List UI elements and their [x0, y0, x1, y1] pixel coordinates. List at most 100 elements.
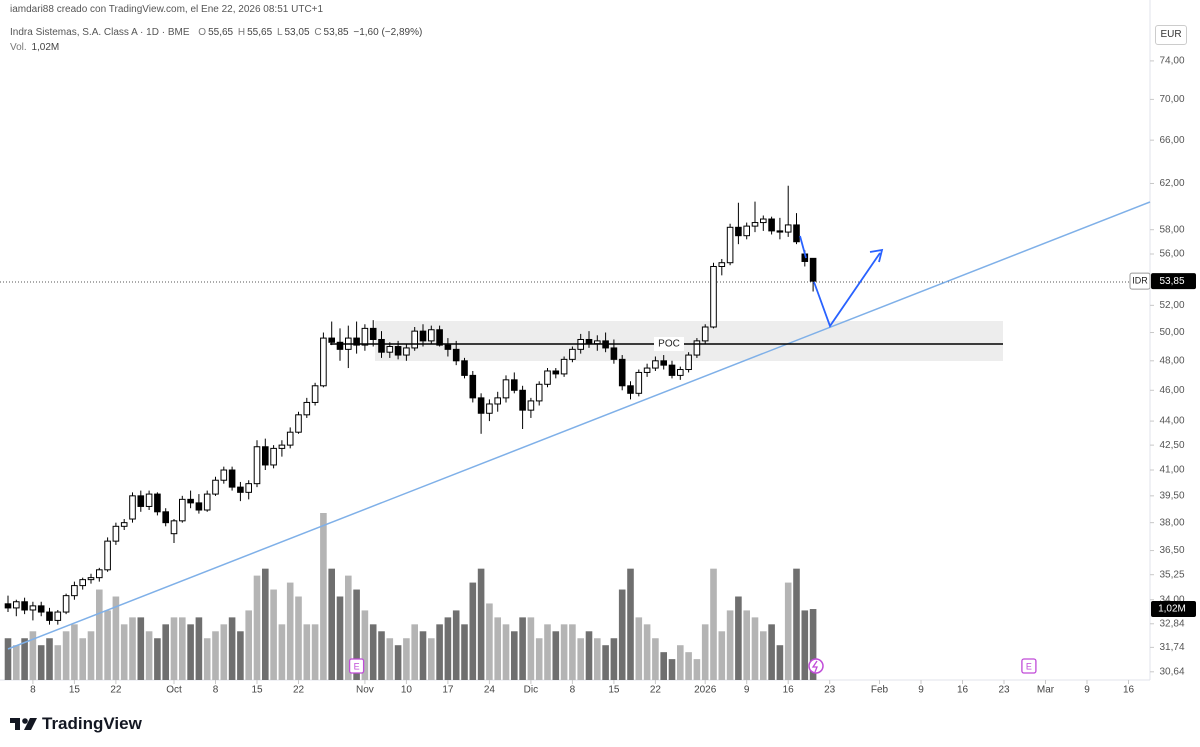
y-tick-label: 74,00 — [1159, 56, 1184, 67]
volume-bar — [743, 610, 750, 680]
volume-bar — [137, 617, 145, 680]
dividend-icon[interactable] — [808, 658, 824, 674]
volume-bar — [87, 631, 95, 680]
volume-bar — [577, 638, 584, 680]
volume-bar — [569, 624, 576, 680]
candle-body — [245, 483, 252, 493]
volume-bar — [469, 582, 477, 680]
symbol: Indra Sistemas, S.A. Class A · 1D · BME — [10, 27, 190, 38]
candle-body — [228, 469, 236, 488]
x-tick-label: 9 — [1084, 685, 1090, 696]
candle-body — [635, 371, 643, 394]
change: −1,60 (−2,89%) — [353, 27, 423, 38]
y-tick-label: 44,00 — [1159, 416, 1184, 427]
price-label: 53,85 — [1159, 276, 1184, 287]
volume-bar — [320, 513, 327, 680]
x-tick-label: 16 — [783, 685, 795, 696]
volume-bar — [328, 568, 335, 680]
volume-bar — [436, 624, 443, 680]
candle-body — [560, 358, 568, 375]
volume-bar — [535, 638, 543, 680]
volume-bar — [253, 575, 261, 680]
volume-bar — [386, 638, 394, 680]
volume-bar — [801, 610, 809, 680]
volume-bar — [228, 617, 236, 680]
candle-body — [96, 569, 103, 579]
volume-bar — [179, 617, 186, 680]
candle-body — [776, 230, 784, 233]
candle-body — [311, 385, 319, 403]
volume-bar — [594, 638, 601, 680]
candle-body — [610, 347, 618, 360]
volume-bar — [544, 624, 551, 680]
volume-bar — [519, 617, 526, 680]
event-marker[interactable] — [348, 658, 365, 674]
y-tick-label: 31,74 — [1159, 642, 1184, 653]
volume-bar — [303, 624, 311, 680]
volume-bar — [610, 638, 618, 680]
volume-bar — [560, 624, 568, 680]
candle-body — [760, 218, 767, 224]
volume-bar — [428, 638, 435, 680]
volume-bar — [79, 638, 86, 680]
chart: POC 74,00 70,00 66,00 62,00 58,00 56,00 52,00 5… — [0, 0, 1196, 696]
y-tick-label: 35,25 — [1159, 569, 1184, 580]
volume-bar — [120, 624, 128, 680]
y-tick-label: 52,00 — [1159, 300, 1184, 311]
candle-layer — [4, 185, 817, 625]
currency-button[interactable]: EUR — [1155, 25, 1187, 45]
event-label: E — [1026, 661, 1032, 671]
x-tick-label: 15 — [69, 685, 81, 696]
candle-body — [120, 522, 128, 527]
volume-bar — [361, 610, 369, 680]
x-tick-label: Feb — [871, 685, 889, 696]
candle-body — [46, 611, 53, 621]
projection-arrow — [813, 252, 881, 328]
volume-bar — [54, 645, 62, 680]
y-tick-label: 34,00 — [1159, 594, 1184, 605]
candle-body — [452, 348, 460, 362]
x-tick-label: 24 — [484, 685, 496, 696]
volume-bar — [660, 652, 667, 680]
y-tick-label: 58,00 — [1159, 224, 1184, 235]
candle-body — [220, 469, 228, 481]
volume-bar — [760, 631, 767, 680]
candle-body — [253, 446, 261, 485]
candle-body — [129, 495, 136, 520]
candle-body — [187, 498, 194, 504]
candle-body — [718, 262, 726, 267]
candle-body — [751, 222, 759, 227]
candle-body — [519, 389, 526, 411]
x-tick-label: 22 — [650, 685, 662, 696]
candle-body — [527, 400, 535, 411]
candle-body — [419, 330, 427, 342]
y-tick-label: 66,00 — [1159, 135, 1184, 146]
candle-body — [303, 401, 311, 416]
event-marker[interactable] — [1021, 658, 1037, 674]
x-tick-label: 9 — [918, 685, 924, 696]
x-tick-label: 15 — [608, 685, 620, 696]
candle-body — [104, 540, 111, 571]
volume-bar — [527, 617, 535, 680]
volume-bar — [4, 638, 12, 680]
x-tick-label: Nov — [356, 685, 374, 696]
candle-body — [286, 431, 294, 446]
candle-body — [87, 577, 95, 581]
ohlc-key: H — [237, 27, 246, 38]
candle-body — [411, 330, 418, 349]
ohlc-value: 55,65 — [247, 27, 273, 38]
candle-body — [494, 397, 501, 405]
candle-body — [710, 265, 717, 328]
candle-body — [394, 346, 402, 356]
x-tick-label: 17 — [442, 685, 454, 696]
volume-bar — [212, 631, 219, 680]
candle-body — [79, 579, 87, 587]
volume-bar — [154, 638, 161, 680]
y-tick-label: 48,00 — [1159, 355, 1184, 366]
candle-body — [262, 446, 269, 466]
x-tick-label: 9 — [744, 685, 750, 696]
x-tick-label: Mar — [1037, 685, 1055, 696]
volume-bar — [62, 631, 70, 680]
volume-key: Vol. — [10, 42, 27, 53]
volume-bar — [353, 589, 360, 680]
